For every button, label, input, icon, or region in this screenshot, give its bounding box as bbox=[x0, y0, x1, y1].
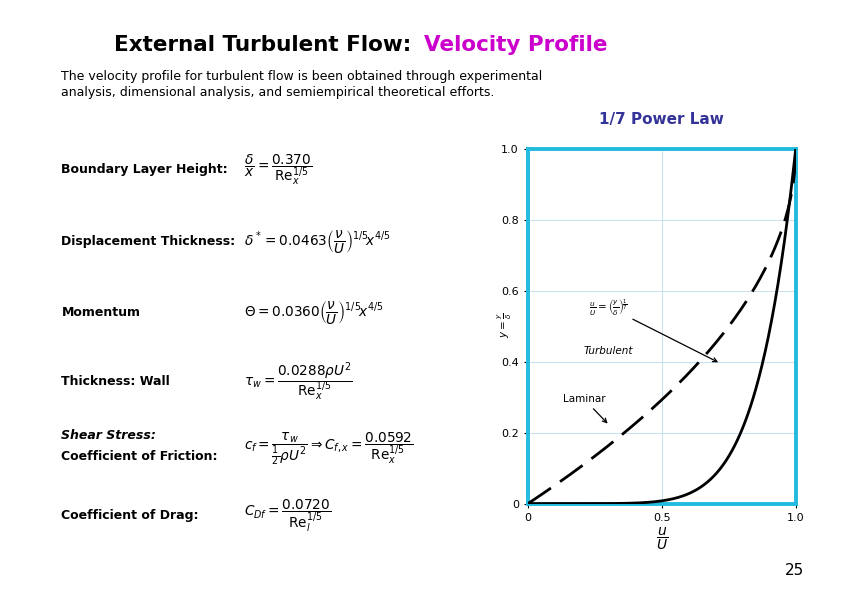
Text: Laminar: Laminar bbox=[562, 394, 607, 423]
Text: Coefficient of Friction:: Coefficient of Friction: bbox=[61, 450, 218, 463]
Text: Coefficient of Drag:: Coefficient of Drag: bbox=[61, 509, 199, 522]
X-axis label: $\dfrac{u}{U}$: $\dfrac{u}{U}$ bbox=[656, 526, 668, 552]
Text: $\dfrac{\delta}{x} = \dfrac{0.370}{\mathrm{Re}_x^{1/5}}$: $\dfrac{\delta}{x} = \dfrac{0.370}{\math… bbox=[244, 153, 312, 187]
Text: Thickness: Wall: Thickness: Wall bbox=[61, 375, 170, 388]
Text: analysis, dimensional analysis, and semiempirical theoretical efforts.: analysis, dimensional analysis, and semi… bbox=[61, 86, 495, 99]
Text: $c_f = \dfrac{\tau_w}{\frac{1}{2}\rho U^2} \Rightarrow C_{f,x} = \dfrac{0.0592}{: $c_f = \dfrac{\tau_w}{\frac{1}{2}\rho U^… bbox=[244, 430, 413, 467]
Text: The velocity profile for turbulent flow is been obtained through experimental: The velocity profile for turbulent flow … bbox=[61, 70, 543, 83]
Text: $y=\frac{y}{\delta}$: $y=\frac{y}{\delta}$ bbox=[496, 312, 514, 337]
Text: Shear Stress:: Shear Stress: bbox=[61, 429, 157, 442]
Text: $C_{Df} = \dfrac{0.0720}{\mathrm{Re}_l^{1/5}}$: $C_{Df} = \dfrac{0.0720}{\mathrm{Re}_l^{… bbox=[244, 498, 331, 533]
Text: $\tau_w = \dfrac{0.0288\rho U^2}{\mathrm{Re}_x^{1/5}}$: $\tau_w = \dfrac{0.0288\rho U^2}{\mathrm… bbox=[244, 360, 353, 403]
Text: External Turbulent Flow:: External Turbulent Flow: bbox=[114, 35, 418, 55]
Text: 1/7 Power Law: 1/7 Power Law bbox=[600, 111, 724, 127]
Text: Displacement Thickness:: Displacement Thickness: bbox=[61, 235, 236, 248]
Text: Boundary Layer Height:: Boundary Layer Height: bbox=[61, 163, 228, 176]
Text: Momentum: Momentum bbox=[61, 306, 141, 319]
Text: $\Theta = 0.0360\left(\dfrac{\nu}{U}\right)^{1/5}\! x^{4/5}$: $\Theta = 0.0360\left(\dfrac{\nu}{U}\rig… bbox=[244, 299, 384, 327]
Text: Velocity Profile: Velocity Profile bbox=[424, 35, 607, 55]
Text: 25: 25 bbox=[785, 563, 804, 579]
Text: Turbulent: Turbulent bbox=[584, 346, 633, 356]
Text: $\frac{u}{U}=\left(\frac{y}{\delta}\right)^{\!\frac{1}{7}}$: $\frac{u}{U}=\left(\frac{y}{\delta}\righ… bbox=[589, 297, 717, 362]
Text: $\delta^* = 0.0463\left(\dfrac{\nu}{U}\right)^{1/5}\! x^{4/5}$: $\delta^* = 0.0463\left(\dfrac{\nu}{U}\r… bbox=[244, 228, 392, 255]
